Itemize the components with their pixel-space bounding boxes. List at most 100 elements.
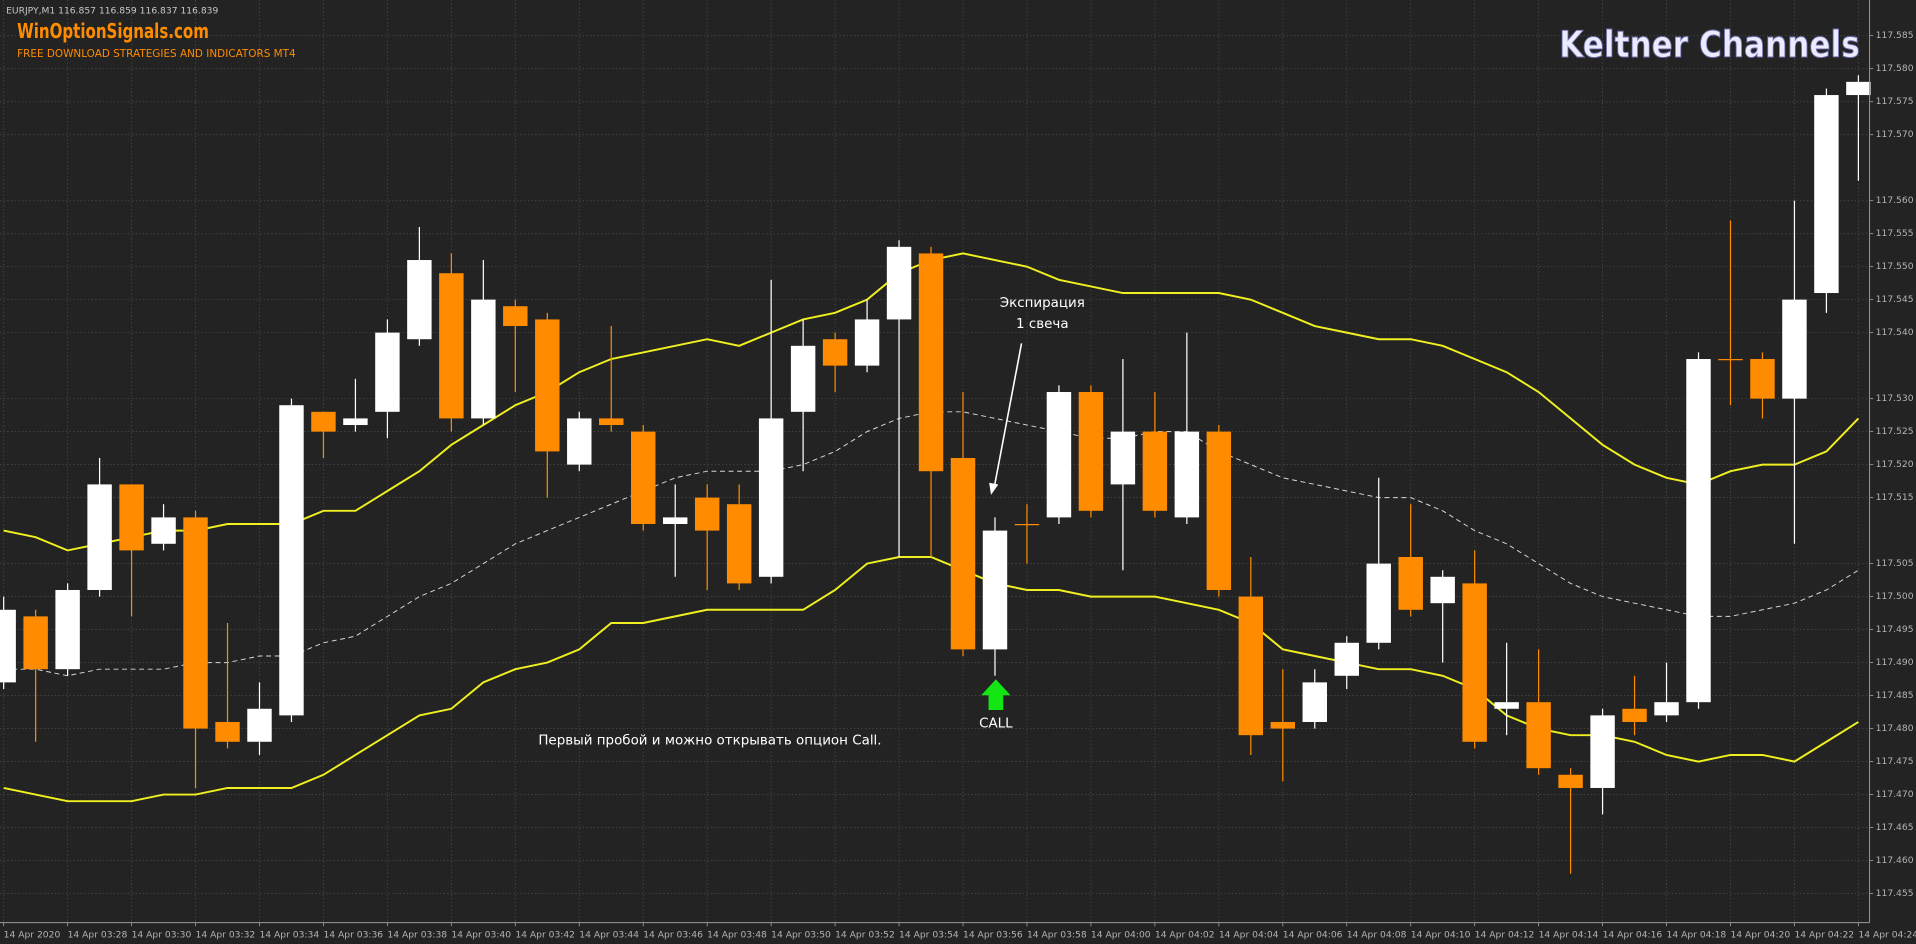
y-tick-label: 117.570 — [1876, 129, 1914, 140]
x-tick-label: 14 Apr 04:12 — [1475, 929, 1535, 940]
signal-label: CALL — [979, 716, 1013, 731]
candle-body — [1398, 556, 1423, 610]
candle-body — [1718, 359, 1743, 361]
x-tick-label: 14 Apr 03:40 — [451, 929, 511, 940]
candle-body — [1142, 431, 1168, 511]
candle-body — [1366, 563, 1391, 643]
candle-body — [726, 504, 752, 584]
y-tick-label: 117.500 — [1876, 591, 1914, 602]
y-tick-label: 117.555 — [1876, 228, 1914, 239]
candle-body — [279, 405, 304, 716]
candle-body — [1526, 702, 1551, 769]
candle-body — [1494, 702, 1519, 709]
annotation-line: Экспирация — [1000, 296, 1085, 311]
x-tick-label: 14 Apr 03:58 — [1027, 929, 1087, 940]
candle-body — [982, 530, 1008, 650]
x-tick-label: 14 Apr 03:42 — [515, 929, 575, 940]
x-tick-label: 14 Apr 04:20 — [1730, 929, 1790, 940]
y-tick-label: 117.460 — [1876, 855, 1914, 866]
candle-body — [758, 418, 784, 577]
candle-body — [1814, 95, 1839, 294]
chart-header: EURJPY,M1 116.857 116.859 116.837 116.83… — [6, 6, 218, 17]
candle-body — [503, 306, 528, 327]
candle-body — [311, 411, 336, 432]
candle-body — [1558, 774, 1583, 788]
candle-body — [1782, 299, 1807, 399]
candle-body — [631, 431, 656, 525]
x-tick-label: 14 Apr 04:24 — [1858, 929, 1916, 940]
y-tick-label: 117.560 — [1876, 195, 1914, 206]
y-tick-label: 117.520 — [1876, 459, 1914, 470]
x-tick-label: 14 Apr 03:28 — [68, 929, 128, 940]
candle-body — [215, 721, 240, 742]
x-tick-label: 14 Apr 03:38 — [387, 929, 447, 940]
candle-body — [1014, 524, 1040, 526]
x-tick-label: 14 Apr 03:44 — [579, 929, 639, 940]
y-tick-label: 117.485 — [1876, 690, 1914, 701]
y-tick-label: 117.495 — [1876, 624, 1914, 635]
candle-body — [1590, 715, 1615, 788]
candle-body — [1622, 708, 1647, 722]
y-tick-label: 117.490 — [1876, 657, 1914, 668]
x-tick-label: 14 Apr 03:48 — [707, 929, 767, 940]
candle-body — [950, 458, 976, 650]
x-tick-label: 14 Apr 04:18 — [1667, 929, 1727, 940]
candle-body — [247, 708, 272, 742]
y-tick-label: 117.540 — [1876, 327, 1914, 338]
x-tick-label: 14 Apr 04:14 — [1539, 929, 1599, 940]
candle-body — [1462, 583, 1487, 742]
candle-body — [1270, 721, 1296, 729]
y-tick-label: 117.515 — [1876, 492, 1914, 503]
y-tick-label: 117.580 — [1876, 63, 1914, 74]
x-tick-label: 14 Apr 03:56 — [963, 929, 1023, 940]
candle-body — [183, 517, 208, 729]
y-tick-label: 117.530 — [1876, 393, 1914, 404]
candle-body — [1334, 642, 1359, 676]
candle-body — [1238, 596, 1264, 736]
candle-body — [55, 589, 80, 670]
x-tick-label: 14 Apr 04:06 — [1283, 929, 1343, 940]
candle-body — [599, 418, 624, 426]
annotation-arrow — [993, 343, 1023, 486]
annotation-arrowhead — [989, 482, 999, 495]
candle-body — [854, 319, 880, 366]
candle-body — [23, 616, 48, 670]
candle-body — [1750, 359, 1775, 399]
x-tick-label: 14 Apr 03:32 — [196, 929, 256, 940]
y-tick-label: 117.465 — [1876, 822, 1914, 833]
annotation-line: 1 свеча — [1016, 317, 1069, 332]
candle-body — [790, 345, 816, 412]
candle-body — [151, 517, 176, 544]
candle-body — [535, 319, 560, 452]
x-tick-label: 14 Apr 04:00 — [1091, 929, 1151, 940]
candle-body — [343, 418, 368, 426]
candle-body — [0, 609, 16, 683]
y-tick-label: 117.585 — [1876, 30, 1914, 41]
x-tick-label: 14 Apr 03:54 — [899, 929, 959, 940]
y-tick-label: 117.525 — [1876, 426, 1914, 437]
y-tick-label: 117.545 — [1876, 294, 1914, 305]
candle-body — [375, 332, 400, 412]
candle-body — [918, 253, 944, 472]
candle-body — [1654, 702, 1679, 716]
marks — [0, 75, 1871, 874]
candle-body — [567, 418, 592, 465]
x-tick-label: 14 Apr 03:30 — [132, 929, 192, 940]
x-tick-label: 14 Apr 03:36 — [323, 929, 383, 940]
y-tick-label: 117.550 — [1876, 261, 1914, 272]
logo-subtitle: FREE DOWNLOAD STRATEGIES AND INDICATORS … — [17, 48, 296, 60]
candle-body — [1302, 682, 1327, 722]
candle-body — [407, 260, 432, 340]
y-tick-label: 117.470 — [1876, 789, 1914, 800]
x-tick-label: 14 Apr 04:04 — [1219, 929, 1279, 940]
x-tick-label: 14 Apr 04:08 — [1347, 929, 1407, 940]
x-tick-label: 14 Apr 03:46 — [643, 929, 703, 940]
candle-body — [1174, 431, 1200, 518]
candle-body — [1046, 392, 1072, 518]
candle-body — [822, 339, 848, 366]
candle-body — [1846, 81, 1871, 96]
y-tick-label: 117.575 — [1876, 96, 1914, 107]
logo: WinOptionSignals.com — [17, 19, 209, 43]
